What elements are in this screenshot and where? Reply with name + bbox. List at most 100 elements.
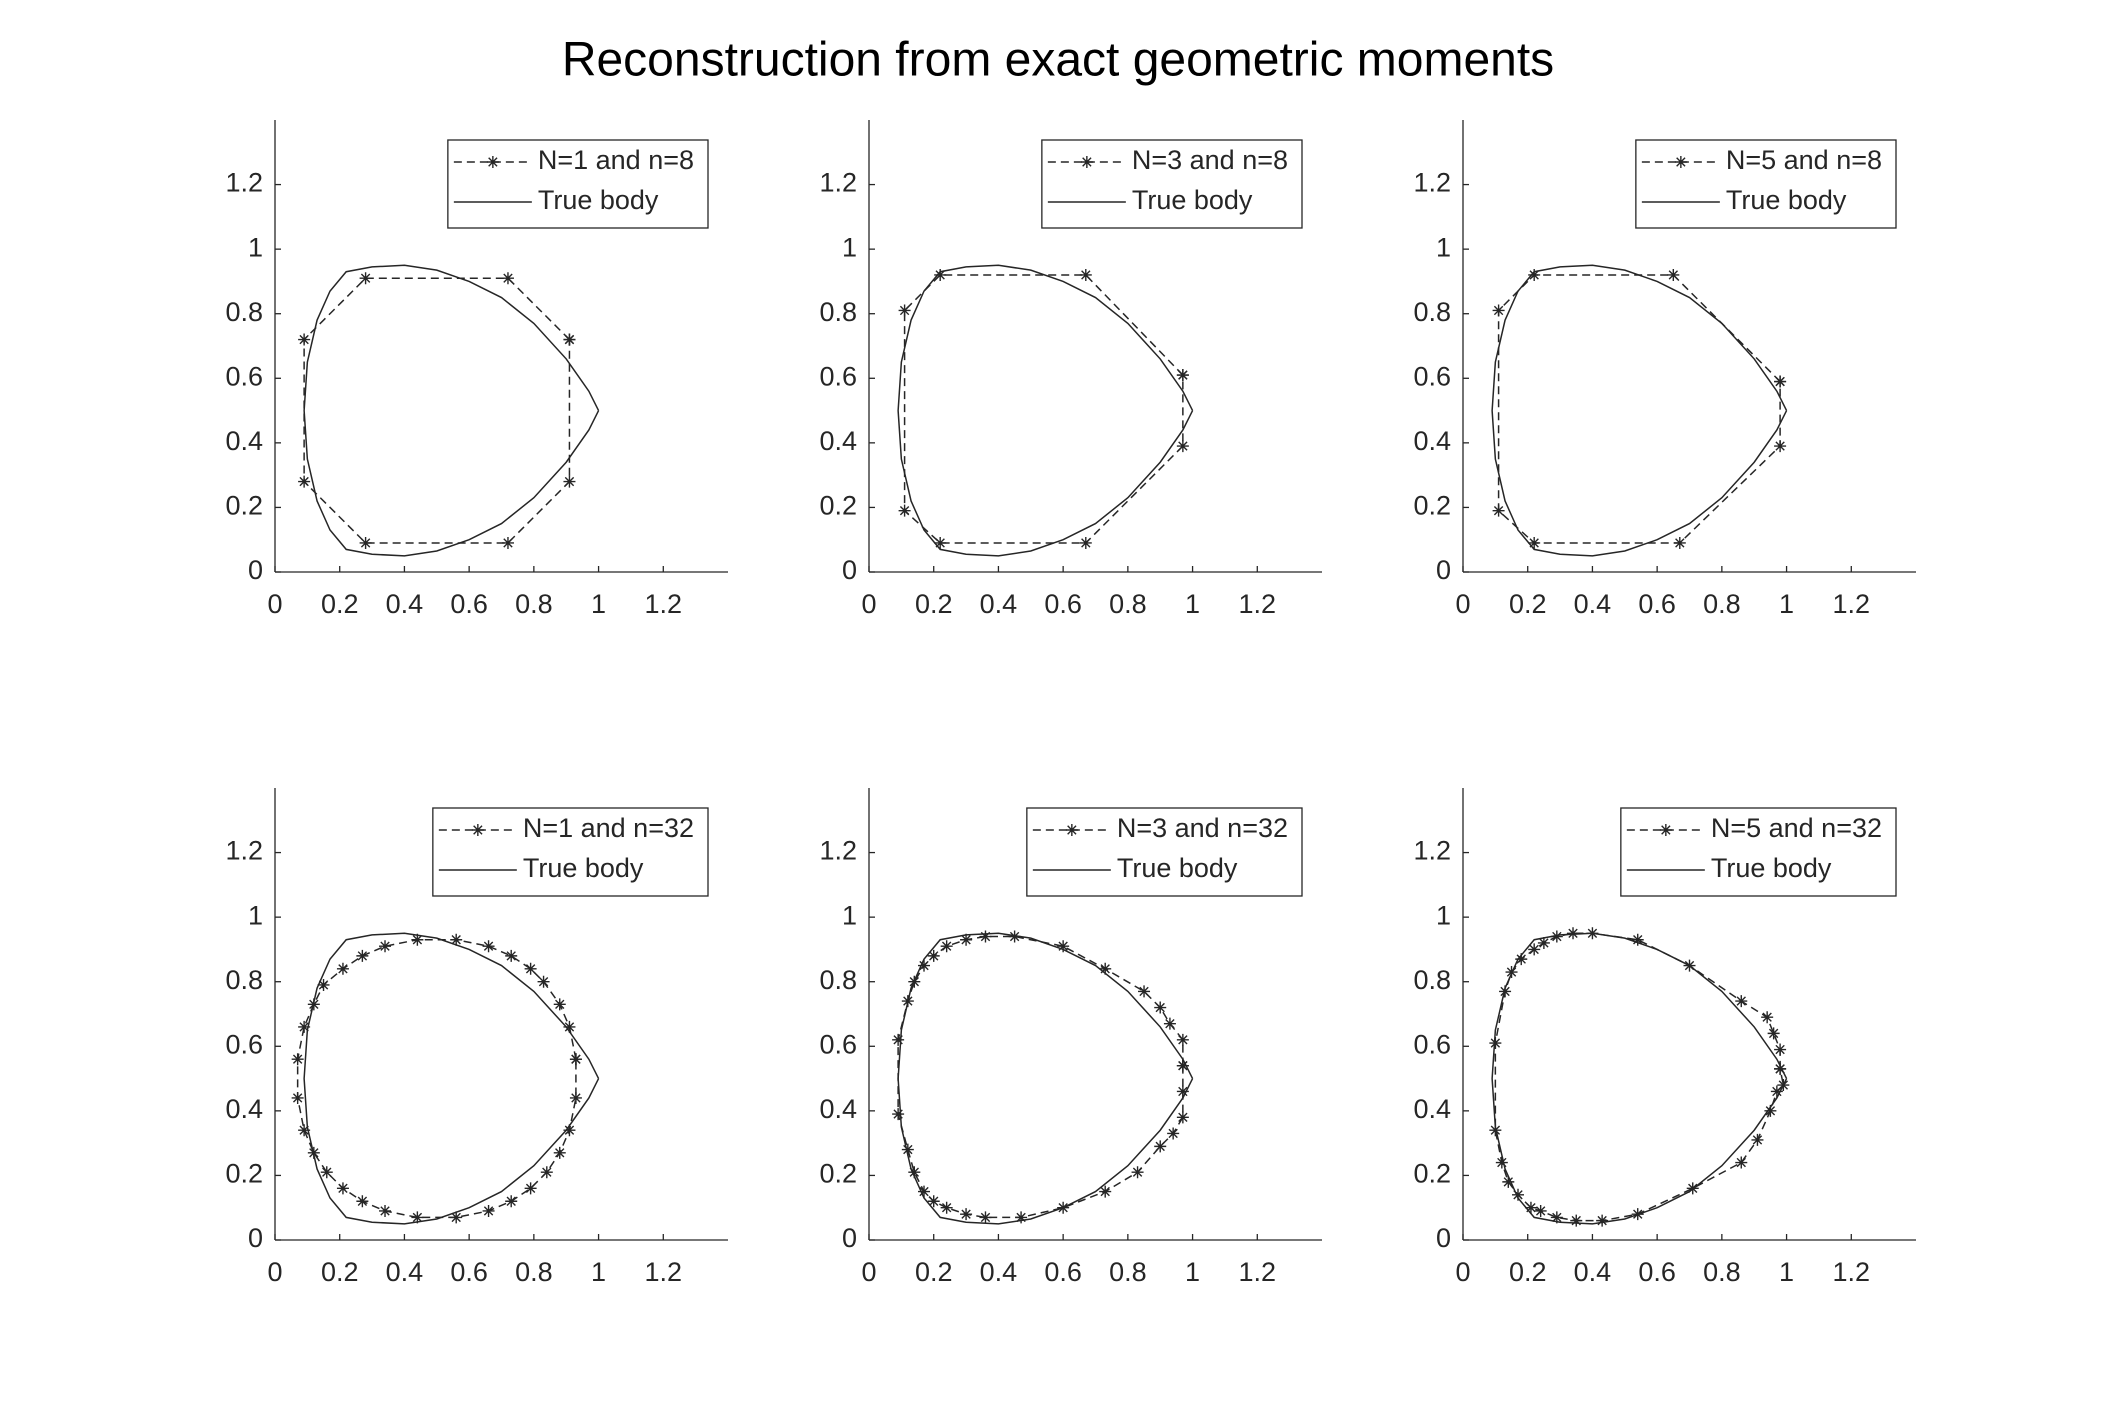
legend-label: True body	[1117, 853, 1238, 883]
legend-marker	[1080, 156, 1093, 168]
marker	[960, 933, 973, 946]
marker	[1176, 1085, 1189, 1098]
marker	[979, 930, 992, 943]
series-line	[1491, 264, 1788, 557]
y-tick-label: 0	[1436, 1223, 1451, 1253]
marker	[482, 1204, 495, 1217]
legend: N=1 and n=32 True body	[432, 807, 709, 897]
y-tick-label: 0.6	[819, 1029, 857, 1059]
legend-box	[1635, 139, 1897, 229]
marker	[934, 268, 947, 281]
marker	[1761, 1011, 1774, 1024]
marker	[1528, 536, 1541, 549]
x-tick-label: 0.6	[1044, 589, 1082, 619]
marker	[359, 536, 372, 549]
y-tick-label: 0.6	[1413, 1029, 1451, 1059]
marker	[979, 1211, 992, 1224]
marker	[1764, 1104, 1777, 1117]
x-tick-label: 0	[267, 1257, 282, 1287]
x-tick-label: 0.6	[450, 589, 488, 619]
marker	[1176, 1059, 1189, 1072]
x-tick-label: 0	[861, 1257, 876, 1287]
marker	[1495, 1156, 1508, 1169]
marker	[450, 933, 463, 946]
marker	[320, 1166, 333, 1179]
x-tick-label: 0.2	[1509, 1257, 1547, 1287]
marker	[1528, 943, 1541, 956]
marker	[934, 536, 947, 549]
legend-label: N=1 and n=32	[523, 813, 694, 843]
series-line	[303, 932, 600, 1225]
y-tick-label: 1.2	[1413, 836, 1451, 866]
marker	[537, 975, 550, 988]
y-tick-label: 0.8	[225, 965, 263, 995]
marker	[1550, 930, 1563, 943]
marker	[1154, 1001, 1167, 1014]
y-tick-label: 1	[1436, 232, 1451, 262]
y-tick-label: 1	[248, 232, 263, 262]
marker	[563, 333, 576, 346]
marker	[1008, 930, 1021, 943]
x-tick-label: 1	[591, 589, 606, 619]
marker	[1099, 1185, 1112, 1198]
marker	[927, 1195, 940, 1208]
marker	[563, 475, 576, 488]
x-tick-label: 0.6	[450, 1257, 488, 1287]
subplot: 0 0.2 0.4 0.6 0.8 1 1.2 0 0.2 0.4 0.6 0.8 1 1.2 N=1 an…	[225, 788, 728, 1287]
x-tick-label: 1.2	[1833, 589, 1871, 619]
y-tick-label: 0.6	[1413, 361, 1451, 391]
x-tick-label: 1.2	[645, 589, 683, 619]
y-tick-label: 1	[248, 900, 263, 930]
x-tick-label: 0	[1455, 589, 1470, 619]
y-tick-label: 0.2	[225, 491, 263, 521]
y-tick-label: 0.8	[819, 965, 857, 995]
y-tick-label: 0.2	[819, 491, 857, 521]
subplot: 0 0.2 0.4 0.6 0.8 1 1.2 0 0.2 0.4 0.6 0.8 1 1.2 N=3 an…	[819, 120, 1322, 619]
marker	[553, 998, 566, 1011]
y-tick-label: 0.4	[819, 1094, 857, 1124]
marker	[563, 1124, 576, 1137]
x-tick-label: 0.4	[980, 1257, 1018, 1287]
legend-marker	[1674, 156, 1687, 168]
y-tick-label: 1.2	[819, 836, 857, 866]
x-tick-label: 0.4	[386, 1257, 424, 1287]
x-tick-label: 0.8	[515, 589, 553, 619]
marker	[1512, 1188, 1525, 1201]
x-tick-label: 0.4	[1574, 1257, 1612, 1287]
legend-box	[447, 139, 709, 229]
marker	[411, 1211, 424, 1224]
marker	[1735, 995, 1748, 1008]
marker	[501, 536, 514, 549]
x-tick-label: 1.2	[1833, 1257, 1871, 1287]
x-tick-label: 0	[1455, 1257, 1470, 1287]
marker	[1631, 933, 1644, 946]
marker	[379, 1204, 392, 1217]
y-tick-label: 0.6	[225, 361, 263, 391]
legend-label: True body	[1132, 185, 1253, 215]
marker	[1596, 1214, 1609, 1227]
series-line	[897, 932, 1194, 1225]
legend-marker	[1065, 824, 1078, 836]
marker	[1492, 504, 1505, 517]
legend-label: N=3 and n=32	[1117, 813, 1288, 843]
x-tick-label: 0.4	[980, 589, 1018, 619]
marker	[291, 1053, 304, 1066]
marker	[892, 1108, 905, 1121]
legend: N=5 and n=8 True body	[1635, 139, 1897, 229]
y-tick-label: 1	[842, 900, 857, 930]
y-tick-label: 0.8	[225, 297, 263, 327]
marker	[1176, 369, 1189, 382]
x-tick-label: 1	[1779, 1257, 1794, 1287]
legend-label: N=1 and n=8	[538, 145, 694, 175]
legend: N=3 and n=32 True body	[1026, 807, 1303, 897]
marker	[359, 272, 372, 285]
marker	[411, 933, 424, 946]
legend-box	[1620, 807, 1897, 897]
marker	[918, 1185, 931, 1198]
marker	[1489, 1037, 1502, 1050]
y-tick-label: 0.8	[1413, 297, 1451, 327]
marker	[482, 940, 495, 953]
marker	[1534, 1204, 1547, 1217]
y-tick-label: 0.8	[1413, 965, 1451, 995]
